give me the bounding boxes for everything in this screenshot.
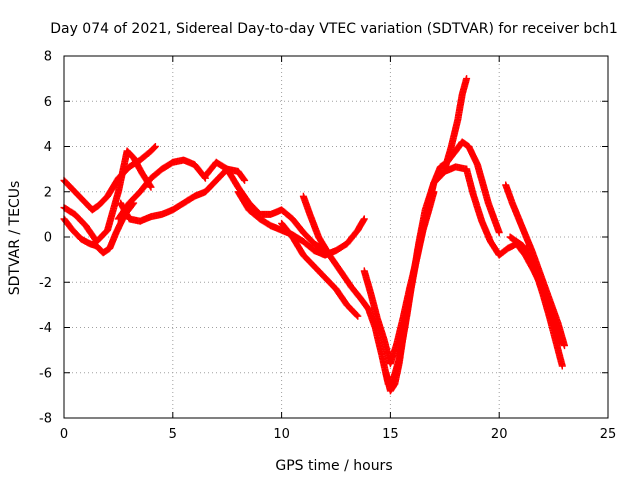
- y-tick-label: 4: [44, 140, 52, 155]
- series-track-15: [506, 233, 566, 370]
- x-tick-label: 0: [60, 427, 68, 442]
- y-tick-label: -4: [39, 321, 52, 336]
- data-point: [241, 176, 249, 184]
- y-tick-label: -6: [39, 366, 52, 381]
- x-tick-label: 20: [491, 427, 508, 442]
- y-axis-label: SDTVAR / TECUs: [7, 181, 23, 296]
- data-point: [430, 188, 438, 196]
- grid: [64, 56, 608, 418]
- y-tick-label: 6: [44, 95, 52, 110]
- series-track-14: [502, 181, 568, 350]
- series-track-12: [441, 75, 471, 173]
- y-tick-labels: -8 -6 -4 -2 0 2 4 6 8: [39, 50, 52, 427]
- data-point: [353, 311, 361, 319]
- y-tick-label: 2: [44, 185, 52, 200]
- data-point: [495, 229, 503, 236]
- y-tick-label: -8: [39, 412, 52, 427]
- x-tick-labels: 0 5 10 15 20 25: [60, 427, 616, 442]
- data-point: [561, 342, 568, 350]
- data-point: [151, 143, 159, 150]
- data-points: [60, 75, 568, 395]
- data-point: [147, 183, 155, 191]
- y-tick-label: 0: [44, 231, 52, 246]
- data-point: [360, 215, 368, 223]
- axis-ticks: [63, 55, 609, 419]
- x-axis-label: GPS time / hours: [275, 458, 392, 474]
- y-tick-label: 8: [44, 50, 52, 65]
- data-point: [151, 143, 158, 151]
- series-track-11: [382, 188, 438, 395]
- x-tick-label: 10: [273, 427, 290, 442]
- x-tick-label: 15: [382, 427, 399, 442]
- data-point: [354, 312, 362, 320]
- data-point: [240, 175, 248, 183]
- chart-title: Day 074 of 2021, Sidereal Day-to-day VTE…: [50, 21, 618, 37]
- series-track-2: [60, 147, 155, 245]
- data-point: [463, 75, 471, 83]
- series-track-10: [360, 138, 503, 368]
- y-tick-label: -2: [39, 276, 52, 291]
- data-point: [558, 362, 566, 370]
- series-track-5: [117, 165, 249, 225]
- series-track-8: [278, 219, 362, 320]
- x-tick-label: 5: [169, 427, 177, 442]
- x-tick-label: 25: [600, 427, 617, 442]
